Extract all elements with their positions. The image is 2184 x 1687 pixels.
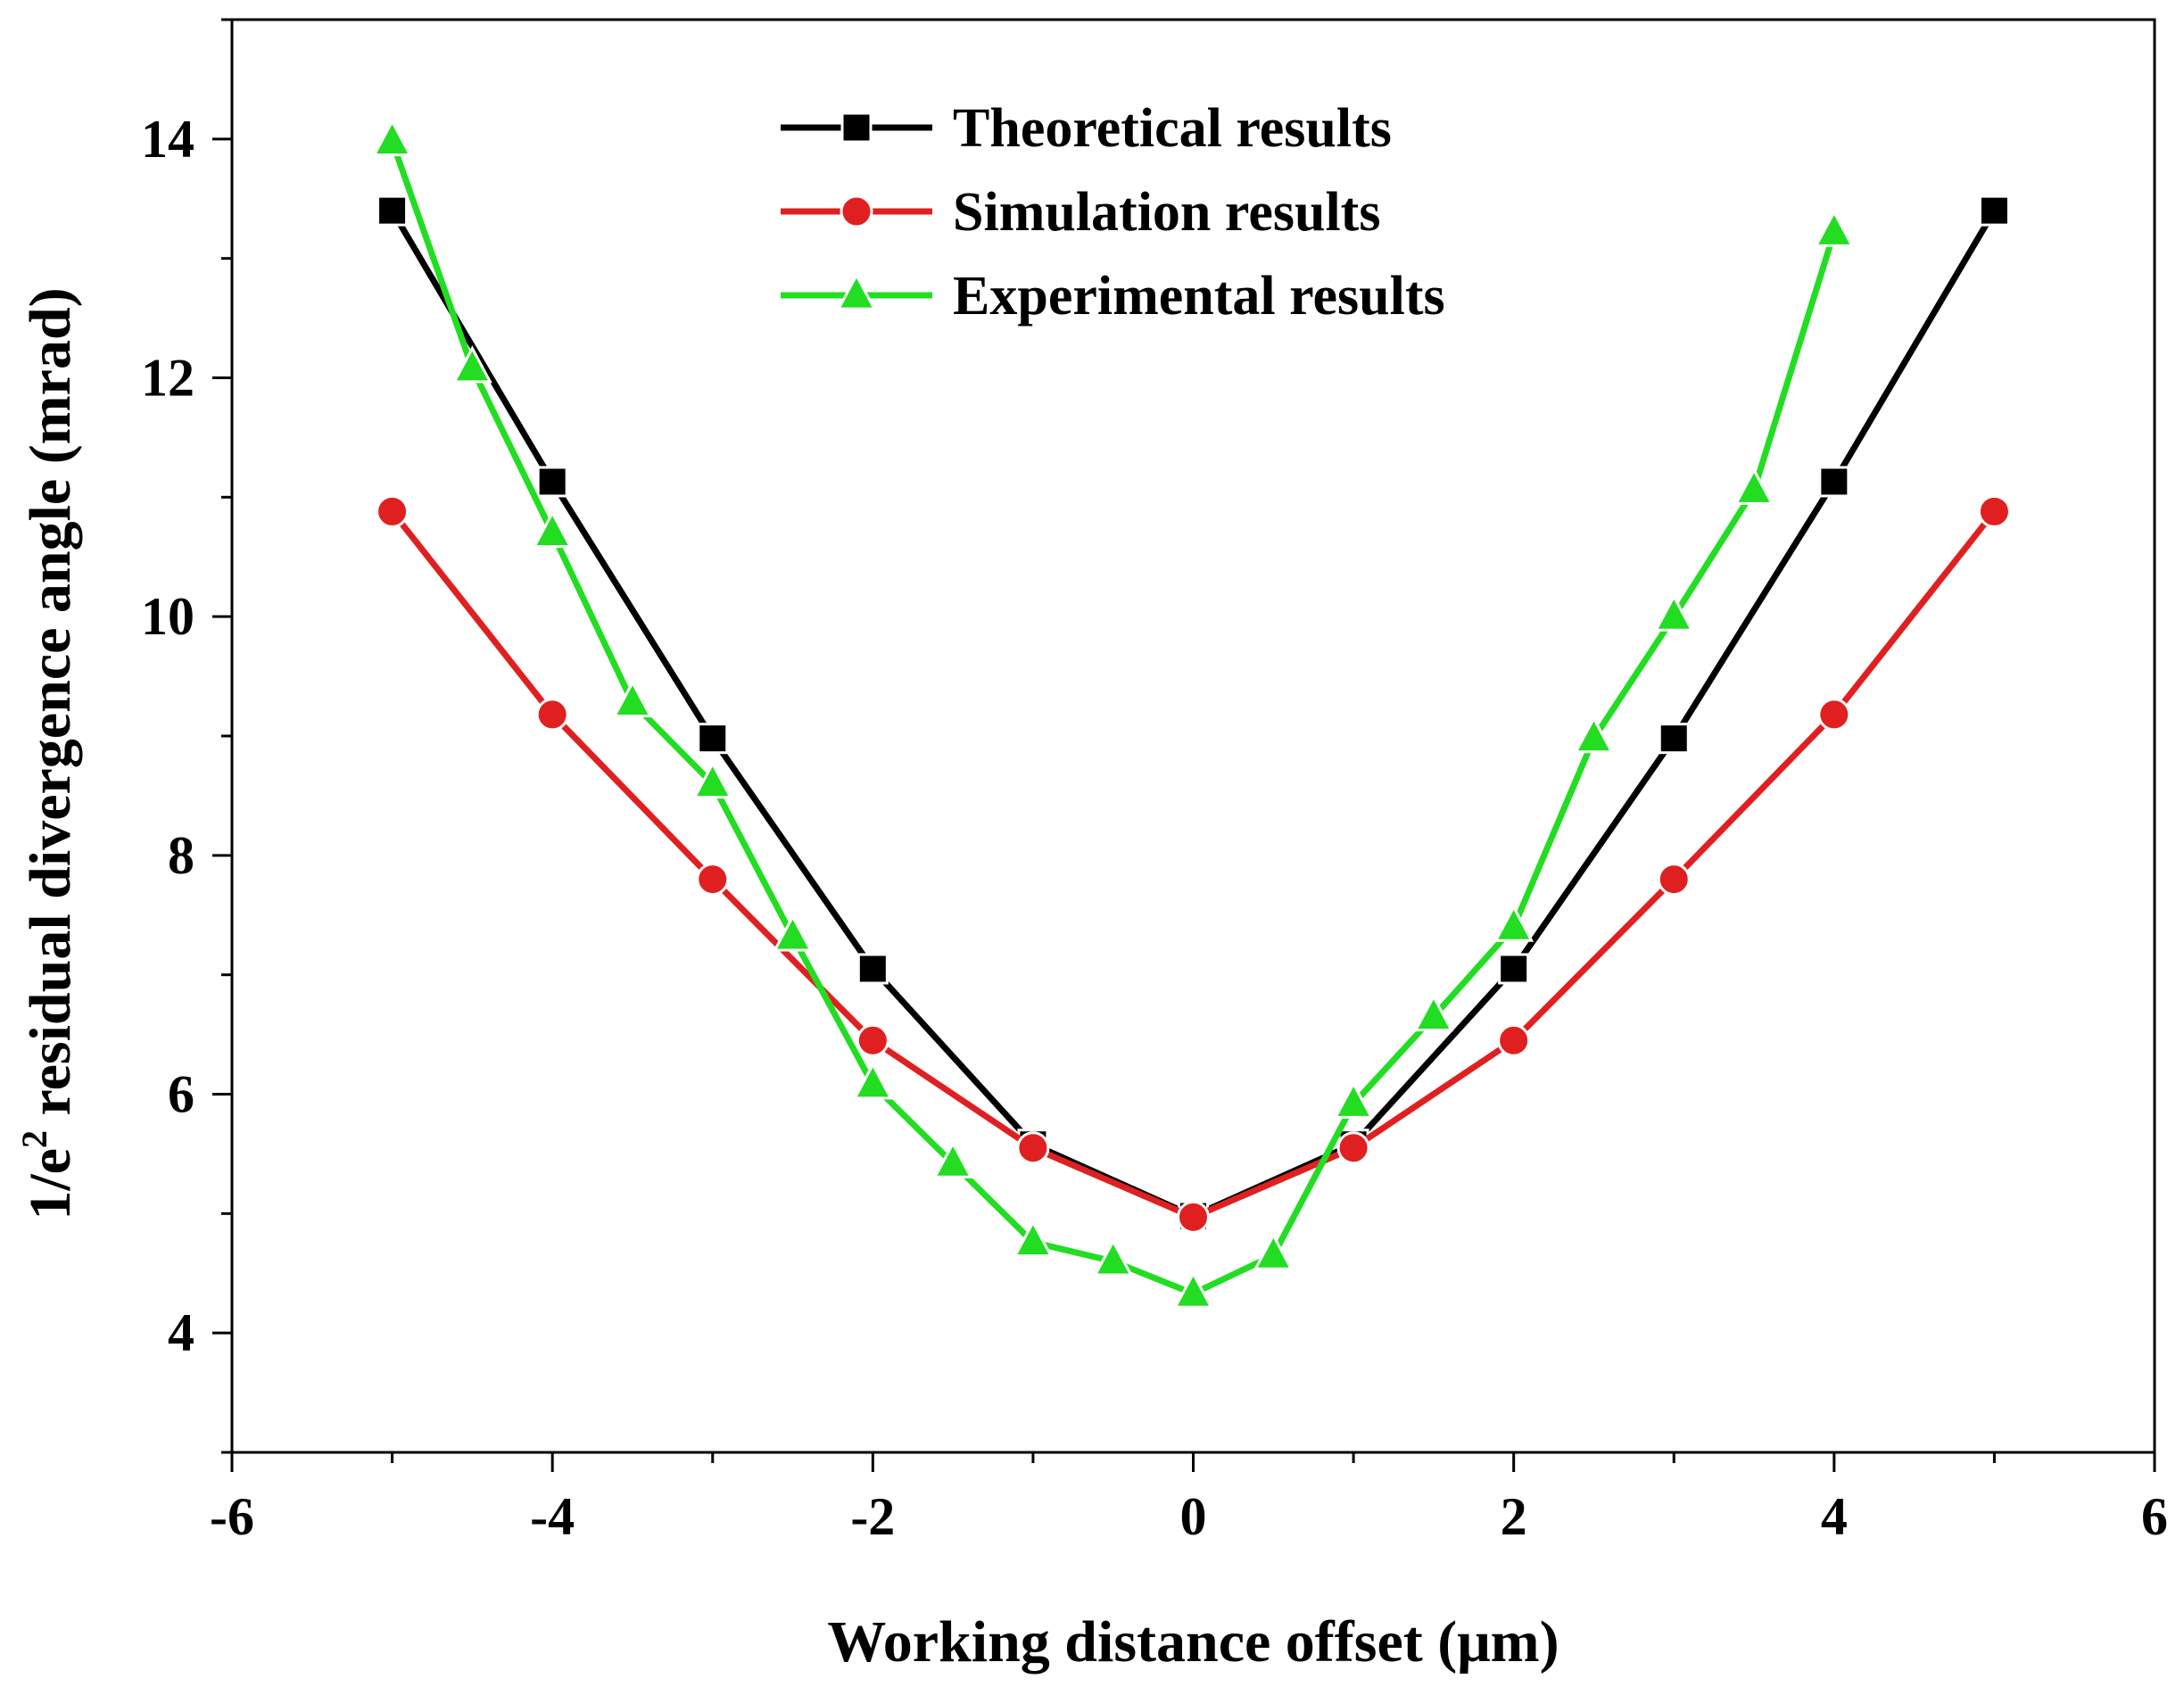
data-point [1016,1131,1050,1165]
data-point [1172,1270,1214,1309]
data-point [773,914,814,952]
data-point [376,494,410,528]
series-triangle [372,119,1855,1309]
legend-entry: Experimental results [781,266,1445,327]
ticks-layer: -6 -4 -2 0 2 4 6 4 6 8 10 12 14 [141,18,2168,1546]
y-axis-title-prefix: 1/e [18,1148,83,1220]
data-point [692,761,733,799]
data-point [376,194,409,227]
data-point [1818,466,1850,498]
legend-marker [836,272,877,310]
data-point [1493,904,1535,942]
legend-entry: Simulation results [781,182,1380,243]
x-tick-label: -4 [530,1487,575,1546]
data-point [535,698,569,732]
data-point [1814,209,1855,247]
data-point [1093,1238,1134,1277]
legend-label: Experimental results [953,266,1445,327]
x-tick-label: 2 [1501,1487,1527,1546]
y-tick-label: 4 [168,1303,194,1362]
x-tick-label: 0 [1180,1487,1207,1546]
data-point [1497,1023,1531,1057]
legend: Theoretical results Simulation results Exp… [781,98,1445,327]
data-point [451,345,492,384]
data-point [1413,994,1454,1032]
data-point [1733,467,1774,505]
data-point [612,680,653,718]
data-point [372,119,413,157]
data-point [1013,1219,1054,1258]
data-point [852,1062,893,1100]
legend-marker [840,112,873,144]
data-point [1253,1232,1294,1270]
y-tick-label: 6 [168,1065,194,1124]
x-axis-title: Working distance offset (μm) [827,1609,1559,1675]
data-point [1657,863,1691,897]
legend-label: Simulation results [953,182,1380,243]
data-point [1653,593,1694,632]
y-tick-label: 12 [141,349,194,408]
series-circle [376,494,2011,1234]
x-tick-label: -6 [210,1487,254,1546]
x-tick-label: -2 [850,1487,895,1546]
y-axis-title-suffix: residual divergence angle (mrad) [18,287,83,1130]
data-point [856,953,889,985]
data-point [1658,723,1690,755]
data-point [856,1023,889,1057]
legend-marker [840,194,873,228]
legend-entry: Theoretical results [781,98,1392,159]
data-point [1336,1131,1370,1165]
y-tick-label: 14 [141,110,194,169]
y-tick-label: 8 [168,826,194,885]
data-point [1498,953,1530,985]
data-point [696,863,730,897]
x-tick-label: 6 [2141,1487,2168,1546]
data-point [1817,698,1851,732]
y-axis-title-superscript: 2 [14,1130,54,1148]
data-point [1333,1080,1374,1119]
series-layer [372,119,2011,1309]
data-point [697,723,729,755]
y-axis-title: 1/e2 residual divergence angle (mrad) [14,287,83,1220]
legend-label: Theoretical results [953,98,1392,159]
x-tick-label: 4 [1821,1487,1848,1546]
data-point [1978,194,2010,227]
y-tick-label: 10 [141,587,194,646]
data-point [532,509,573,549]
data-point [1177,1200,1210,1234]
data-point [1977,494,2011,528]
data-point [932,1140,973,1178]
data-point [536,466,568,498]
data-point [1573,715,1614,754]
